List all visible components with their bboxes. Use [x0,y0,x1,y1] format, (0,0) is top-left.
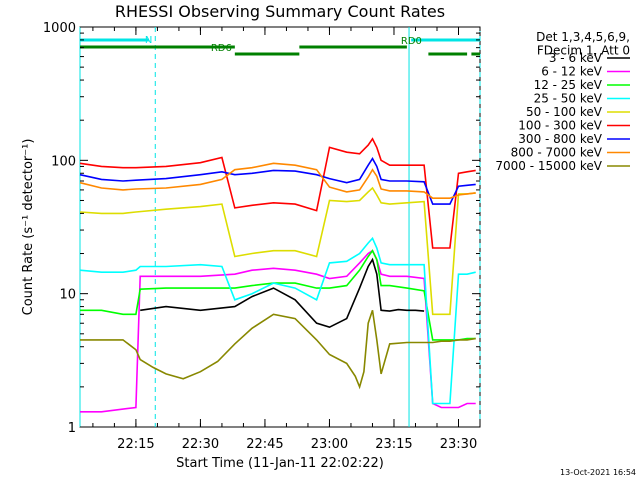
legend-entry-label: 7000 - 15000 keV [495,159,602,173]
footer-timestamp: 13-Oct-2021 16:54 [560,468,636,477]
legend-header-line: FDecim 1, Att 0 [537,44,630,58]
legend-entry-label: 100 - 300 keV [518,119,602,133]
x-tick-label: 22:30 [182,437,219,452]
x-tick-label: 22:45 [246,437,283,452]
flag-label-rd0: RD0 [401,36,422,47]
series-line-4 [79,186,476,316]
plot-frame [79,26,481,428]
series-line-0 [140,257,425,329]
y-tick-label: 1000 [43,21,76,36]
series-line-5 [79,137,476,249]
y-tick-label: 100 [51,154,76,169]
y-tick-label: 10 [59,288,76,303]
legend-entry-label: 50 - 100 keV [526,105,603,119]
x-tick-label: 22:15 [117,437,154,452]
x-axis: 22:15 22:30 22:45 23:00 23:15 23:30 [92,27,481,452]
legend-entry-label: 12 - 25 keV [534,78,603,92]
series-line-8 [80,310,476,390]
chart-title: RHESSI Observing Summary Count Rates [115,2,445,21]
legend-entry-label: 300 - 800 keV [518,132,602,146]
legend-header-line: Det 1,3,4,5,6,9, [536,30,630,44]
y-tick-label: 1 [68,421,76,436]
legend: Det 1,3,4,5,6,9,FDecim 1, Att 03 - 6 keV… [495,30,630,173]
vertical-markers [79,27,481,427]
y-axis: 1 10 100 1000 [43,21,480,436]
series-lines [79,137,476,413]
x-axis-label: Start Time (11-Jan-11 22:02:22) [176,456,384,471]
series-line-7 [79,162,476,199]
x-tick-label: 23:30 [440,437,477,452]
legend-entry-label: 6 - 12 keV [541,65,603,79]
legend-entry-label: 3 - 6 keV [549,51,603,65]
legend-entry-label: 800 - 7000 keV [511,146,603,160]
legend-entry-label: 25 - 50 keV [534,92,603,106]
x-tick-label: 23:00 [311,437,348,452]
flag-bars: N RD0 RD6 [80,35,480,56]
series-line-1 [80,249,476,413]
series-line-2 [80,249,476,341]
series-line-3 [79,236,476,405]
y-axis-label: Count Rate (s⁻¹ detector⁻¹) [21,139,36,316]
flag-label-n: N [145,35,152,46]
flag-label-rd6: RD6 [211,43,232,54]
x-tick-label: 23:15 [375,437,412,452]
series-line-6 [79,157,476,205]
